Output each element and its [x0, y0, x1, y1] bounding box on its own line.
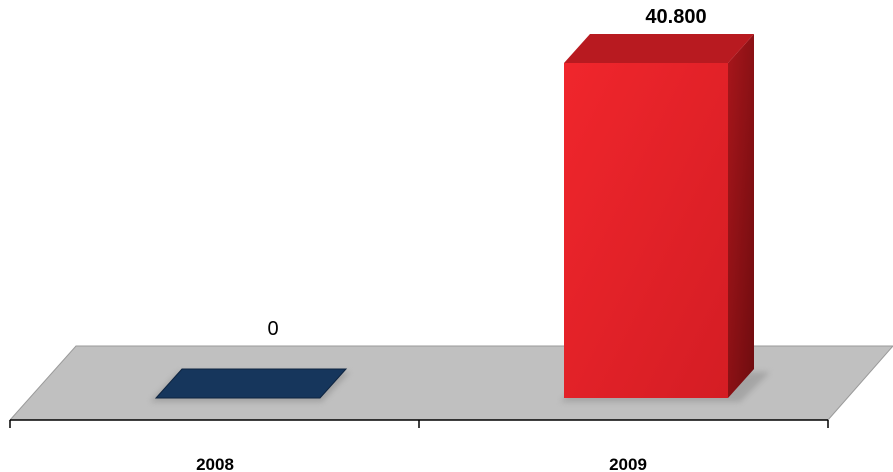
- x-tick-label-2008: 2008: [196, 455, 234, 472]
- bar-2009: [560, 34, 770, 402]
- data-label-2009: 40.800: [645, 6, 706, 28]
- data-label-2008: 0: [267, 318, 278, 340]
- bar-2009-top-face: [564, 34, 754, 63]
- x-tick-label-2009: 2009: [609, 455, 647, 472]
- bar-2009-front-face: [564, 63, 728, 398]
- bar-2008: [150, 368, 350, 402]
- chart-floor: [8, 345, 893, 421]
- bar-2008-top: [154, 368, 348, 399]
- bar-2009-side-face: [728, 34, 754, 398]
